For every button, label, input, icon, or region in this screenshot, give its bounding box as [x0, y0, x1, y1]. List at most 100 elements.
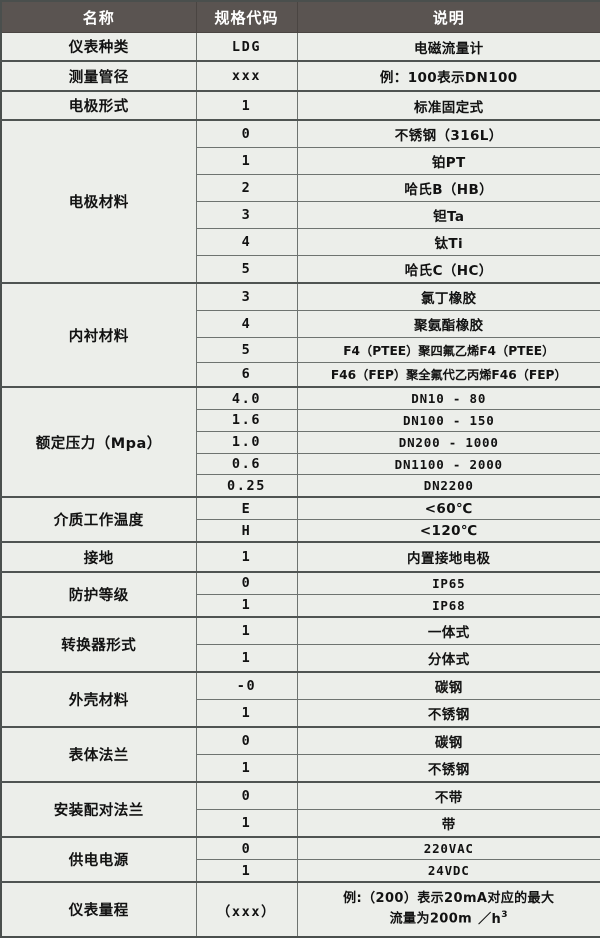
row-description-cell: DN100 - 150	[296, 409, 600, 432]
row-code-cell: 0	[195, 781, 298, 811]
row-code-cell: 6	[195, 361, 298, 388]
table-row: 介质工作温度 E <60℃	[0, 496, 600, 543]
table-row: H <120℃	[1, 519, 600, 543]
row-description-cell: 24VDC	[296, 859, 600, 883]
row-description-cell: IP65	[296, 570, 600, 595]
row-code-cell: 1.0	[195, 430, 298, 454]
row-name-cell: 介质工作温度	[0, 496, 197, 543]
row-description-cell: 钽Ta	[296, 201, 600, 230]
row-description-cell: 碳钢	[296, 725, 600, 756]
table-row: 仪表量程 （xxx） 例:（200）表示20mA对应的最大 流量为200m ／h3	[0, 881, 600, 938]
table-header: 名称 规格代码 说明	[0, 0, 600, 33]
row-code-cell: 5	[195, 337, 298, 363]
row-code-cell: 0	[195, 570, 298, 595]
row-name-cell: 表体法兰	[0, 725, 197, 783]
row-description-cell: 例：100表示DN100	[296, 60, 600, 92]
table-row: 1 IP68	[1, 593, 600, 618]
table-row: 仪表种类 LDG 电磁流量计	[0, 32, 600, 62]
row-description-cell: 铂PT	[296, 147, 600, 176]
row-description-cell: DN1100 - 2000	[296, 452, 600, 476]
row-code-cell: 1	[195, 89, 298, 121]
flow-unit-superscript: 3	[501, 910, 508, 921]
row-code-cell: 1	[195, 698, 298, 728]
row-description-cell: <120℃	[296, 519, 600, 543]
row-code-cell: 4	[195, 310, 298, 339]
row-description-cell: 220VAC	[296, 836, 600, 861]
table-row: 1.6 DN100 - 150	[1, 409, 600, 432]
table-row: 外壳材料 -0 碳钢	[0, 670, 600, 728]
row-description-cell: 不锈钢	[296, 754, 600, 783]
table-row: 额定压力（Mpa） 4.0 DN10 - 80	[0, 386, 600, 498]
row-name-cell: 电极材料	[0, 119, 197, 284]
row-description-cell: IP68	[296, 593, 600, 618]
row-code-cell: （xxx）	[195, 881, 298, 938]
row-name-cell: 仪表量程	[0, 881, 197, 938]
row-description-cell: 一体式	[296, 615, 600, 645]
row-code-cell: 4	[195, 228, 298, 257]
row-code-cell: 0	[195, 836, 298, 861]
description-multiline: 例:（200）表示20mA对应的最大 流量为200m ／h3	[298, 889, 600, 930]
row-code-cell: 0	[195, 725, 298, 756]
row-code-cell: -0	[195, 670, 298, 700]
row-description-cell: 分体式	[296, 643, 600, 673]
row-code-cell: 1	[195, 541, 298, 573]
row-name-cell: 额定压力（Mpa）	[0, 386, 197, 498]
row-name-cell: 安装配对法兰	[0, 781, 197, 838]
row-description-cell: 不锈钢	[296, 698, 600, 728]
row-description-cell: 聚氨酯橡胶	[296, 310, 600, 339]
row-description-cell: F46（FEP）聚全氟代乙丙烯F46（FEP）	[296, 361, 600, 388]
row-code-cell: 1.6	[195, 409, 298, 432]
row-code-cell: 1	[195, 809, 298, 838]
column-header-name: 名称	[0, 0, 197, 33]
row-code-cell: 1	[195, 643, 298, 673]
table-row: 0.6 DN1100 - 2000	[1, 452, 600, 476]
row-name-cell: 仪表种类	[0, 32, 197, 62]
table-row: 1 不锈钢	[1, 698, 600, 728]
table-row: 2 哈氏B（HB）	[1, 174, 600, 203]
row-name-cell: 内衬材料	[0, 282, 197, 388]
row-description-cell: 不锈钢（316L）	[296, 119, 600, 149]
row-code-cell: 1	[195, 593, 298, 618]
description-line-2: 流量为200m ／h3	[298, 909, 600, 929]
table-row: 3 钽Ta	[1, 201, 600, 230]
flow-value-text: 流量为200m	[389, 911, 473, 927]
table-row: 5 F4（PTEE）聚四氟乙烯F4（PTEE）	[1, 337, 600, 363]
header-row: 名称 规格代码 说明	[0, 0, 600, 33]
column-header-description: 说明	[296, 0, 600, 33]
row-code-cell: 3	[195, 201, 298, 230]
row-description-cell: F4（PTEE）聚四氟乙烯F4（PTEE）	[296, 337, 600, 363]
table-row: 表体法兰 0 碳钢	[0, 725, 600, 783]
column-header-code: 规格代码	[195, 0, 298, 33]
row-code-cell: 0.25	[195, 474, 298, 498]
table-row: 测量管径 xxx 例：100表示DN100	[0, 60, 600, 92]
row-description-cell: 例:（200）表示20mA对应的最大 流量为200m ／h3	[296, 881, 600, 938]
table-row: 5 哈氏C（HC）	[1, 255, 600, 284]
row-description-cell: 不带	[296, 781, 600, 811]
row-description-cell: 哈氏C（HC）	[296, 255, 600, 284]
row-description-cell: 内置接地电极	[296, 541, 600, 573]
table-row: 电极形式 1 标准固定式	[0, 89, 600, 121]
row-name-cell: 测量管径	[0, 60, 197, 92]
row-name-cell: 电极形式	[0, 89, 197, 121]
row-name-cell: 供电电源	[0, 836, 197, 883]
flow-unit-text: ／h	[478, 911, 502, 927]
row-description-cell: DN200 - 1000	[296, 430, 600, 454]
table-row: 6 F46（FEP）聚全氟代乙丙烯F46（FEP）	[1, 361, 600, 388]
row-code-cell: 3	[195, 282, 298, 312]
row-description-cell: <60℃	[296, 496, 600, 521]
table-row: 供电电源 0 220VAC	[0, 836, 600, 883]
row-code-cell: E	[195, 496, 298, 521]
row-code-cell: 2	[195, 174, 298, 203]
row-code-cell: xxx	[195, 60, 298, 92]
row-code-cell: 1	[195, 754, 298, 783]
row-name-cell: 接地	[0, 541, 197, 573]
table-row: 4 钛Ti	[1, 228, 600, 257]
row-code-cell: H	[195, 519, 298, 543]
row-description-cell: 氯丁橡胶	[296, 282, 600, 312]
row-code-cell: 4.0	[195, 386, 298, 411]
table-row: 1.0 DN200 - 1000	[1, 430, 600, 454]
table-row: 转换器形式 1 一体式	[0, 615, 600, 673]
row-description-cell: DN2200	[296, 474, 600, 498]
